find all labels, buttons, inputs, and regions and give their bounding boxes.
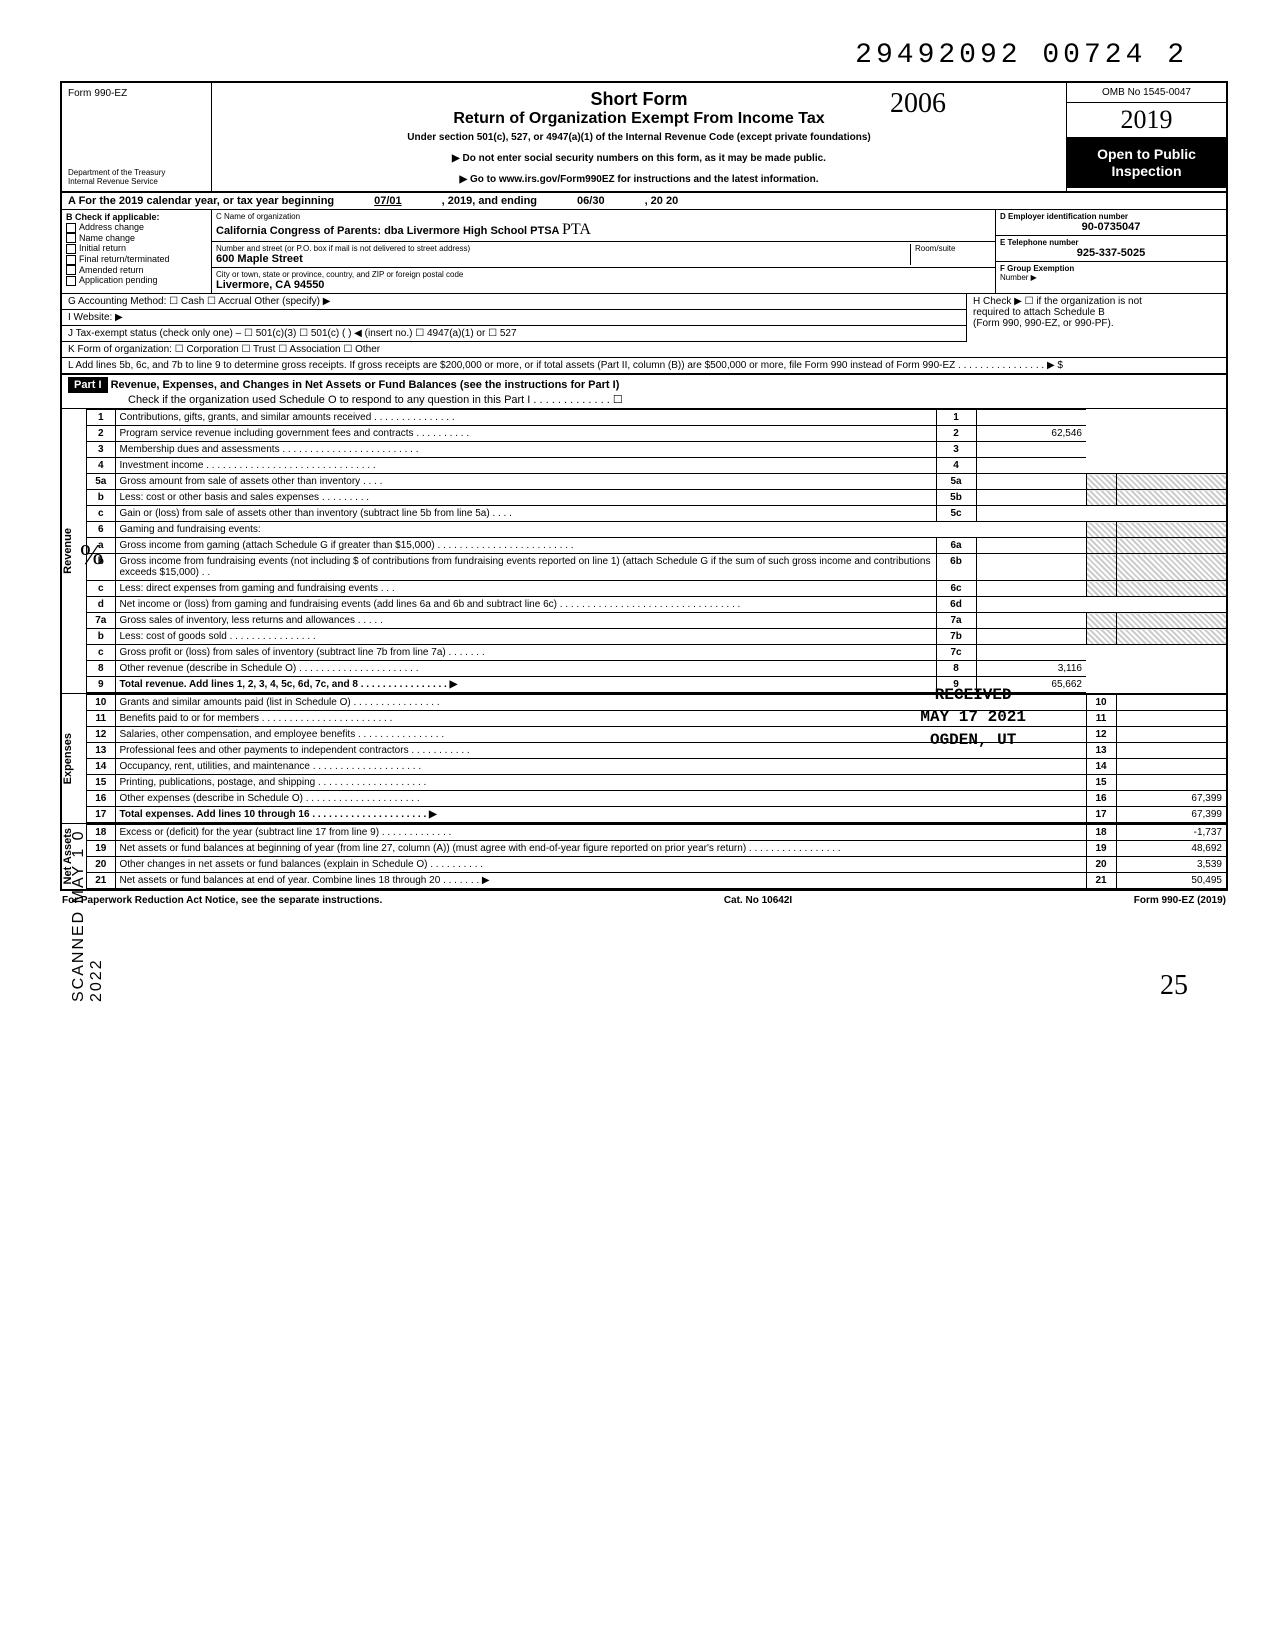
form-990ez: Form 990-EZ Department of the Treasury I… (60, 81, 1228, 891)
line-g: G Accounting Method: ☐ Cash ☐ Accrual Ot… (62, 294, 966, 310)
group-exempt-num: Number ▶ (1000, 273, 1222, 282)
form-subtitle: Under section 501(c), 527, or 4947(a)(1)… (222, 132, 1056, 143)
check-b-item: Initial return (66, 243, 207, 254)
street-value: 600 Maple Street (216, 253, 910, 265)
line-i: I Website: ▶ (62, 310, 966, 326)
check-b-item: Final return/terminated (66, 254, 207, 265)
tax-year: 2019 (1067, 103, 1226, 138)
ein-value: 90-0735047 (1000, 221, 1222, 233)
revenue-label: Revenue (62, 528, 86, 574)
period-mid: , 2019, and ending (442, 195, 537, 207)
city-label: City or town, state or province, country… (216, 270, 991, 279)
phone-value: 925-337-5025 (1000, 247, 1222, 259)
form-prefix: Form (68, 88, 91, 99)
period-begin: 07/01 (374, 195, 402, 207)
line-j: J Tax-exempt status (check only one) – ☐… (62, 326, 966, 342)
footer-left: For Paperwork Reduction Act Notice, see … (62, 895, 382, 906)
part1-title: Revenue, Expenses, and Changes in Net As… (111, 379, 620, 391)
period-tail: , 20 20 (645, 195, 679, 207)
footer-right: Form 990-EZ (2019) (1134, 895, 1226, 906)
line-h-1: H Check ▶ ☐ if the organization is not (973, 296, 1220, 307)
period-end: 06/30 (577, 195, 605, 207)
check-b-item: Name change (66, 233, 207, 244)
ein-label: D Employer identification number (1000, 212, 1222, 221)
org-name-hand: PTA (562, 221, 591, 238)
form-note-ssn: ▶ Do not enter social security numbers o… (222, 153, 1056, 164)
dept-irs: Internal Revenue Service (68, 178, 205, 187)
line-l: L Add lines 5b, 6c, and 7b to line 9 to … (62, 358, 1226, 375)
page-number: 25 (60, 970, 1228, 1002)
part1-check: Check if the organization used Schedule … (68, 393, 1220, 406)
open-public-2: Inspection (1071, 163, 1222, 180)
check-b-item: Address change (66, 222, 207, 233)
line-h-2: required to attach Schedule B (973, 307, 1220, 318)
open-public-1: Open to Public (1071, 146, 1222, 163)
room-label: Room/suite (915, 244, 991, 253)
netassets-label: Net Assets (62, 828, 86, 884)
check-b-item: Amended return (66, 265, 207, 276)
line-h-3: (Form 990, 990-EZ, or 990-PF). (973, 318, 1220, 329)
form-number: 990-EZ (94, 88, 127, 99)
part1-badge: Part I (68, 377, 108, 393)
phone-label: E Telephone number (1000, 238, 1222, 247)
city-value: Livermore, CA 94550 (216, 279, 991, 291)
street-label: Number and street (or P.O. box if mail i… (216, 244, 910, 253)
handwritten-year: 2006 (890, 88, 946, 120)
period-label: A For the 2019 calendar year, or tax yea… (68, 195, 334, 207)
form-note-url: ▶ Go to www.irs.gov/Form990EZ for instru… (222, 174, 1056, 185)
group-exempt-label: F Group Exemption (1000, 264, 1222, 273)
line-k: K Form of organization: ☐ Corporation ☐ … (62, 342, 1226, 358)
check-b-header: B Check if applicable: (66, 212, 207, 222)
omb-number: OMB No 1545-0047 (1067, 83, 1226, 103)
expenses-label: Expenses (62, 733, 86, 784)
document-number: 29492092 00724 2 (60, 40, 1228, 71)
check-b-item: Application pending (66, 275, 207, 286)
org-name: California Congress of Parents: dba Live… (216, 225, 560, 237)
org-name-label: C Name of organization (216, 212, 991, 221)
footer-mid: Cat. No 10642I (724, 895, 792, 906)
